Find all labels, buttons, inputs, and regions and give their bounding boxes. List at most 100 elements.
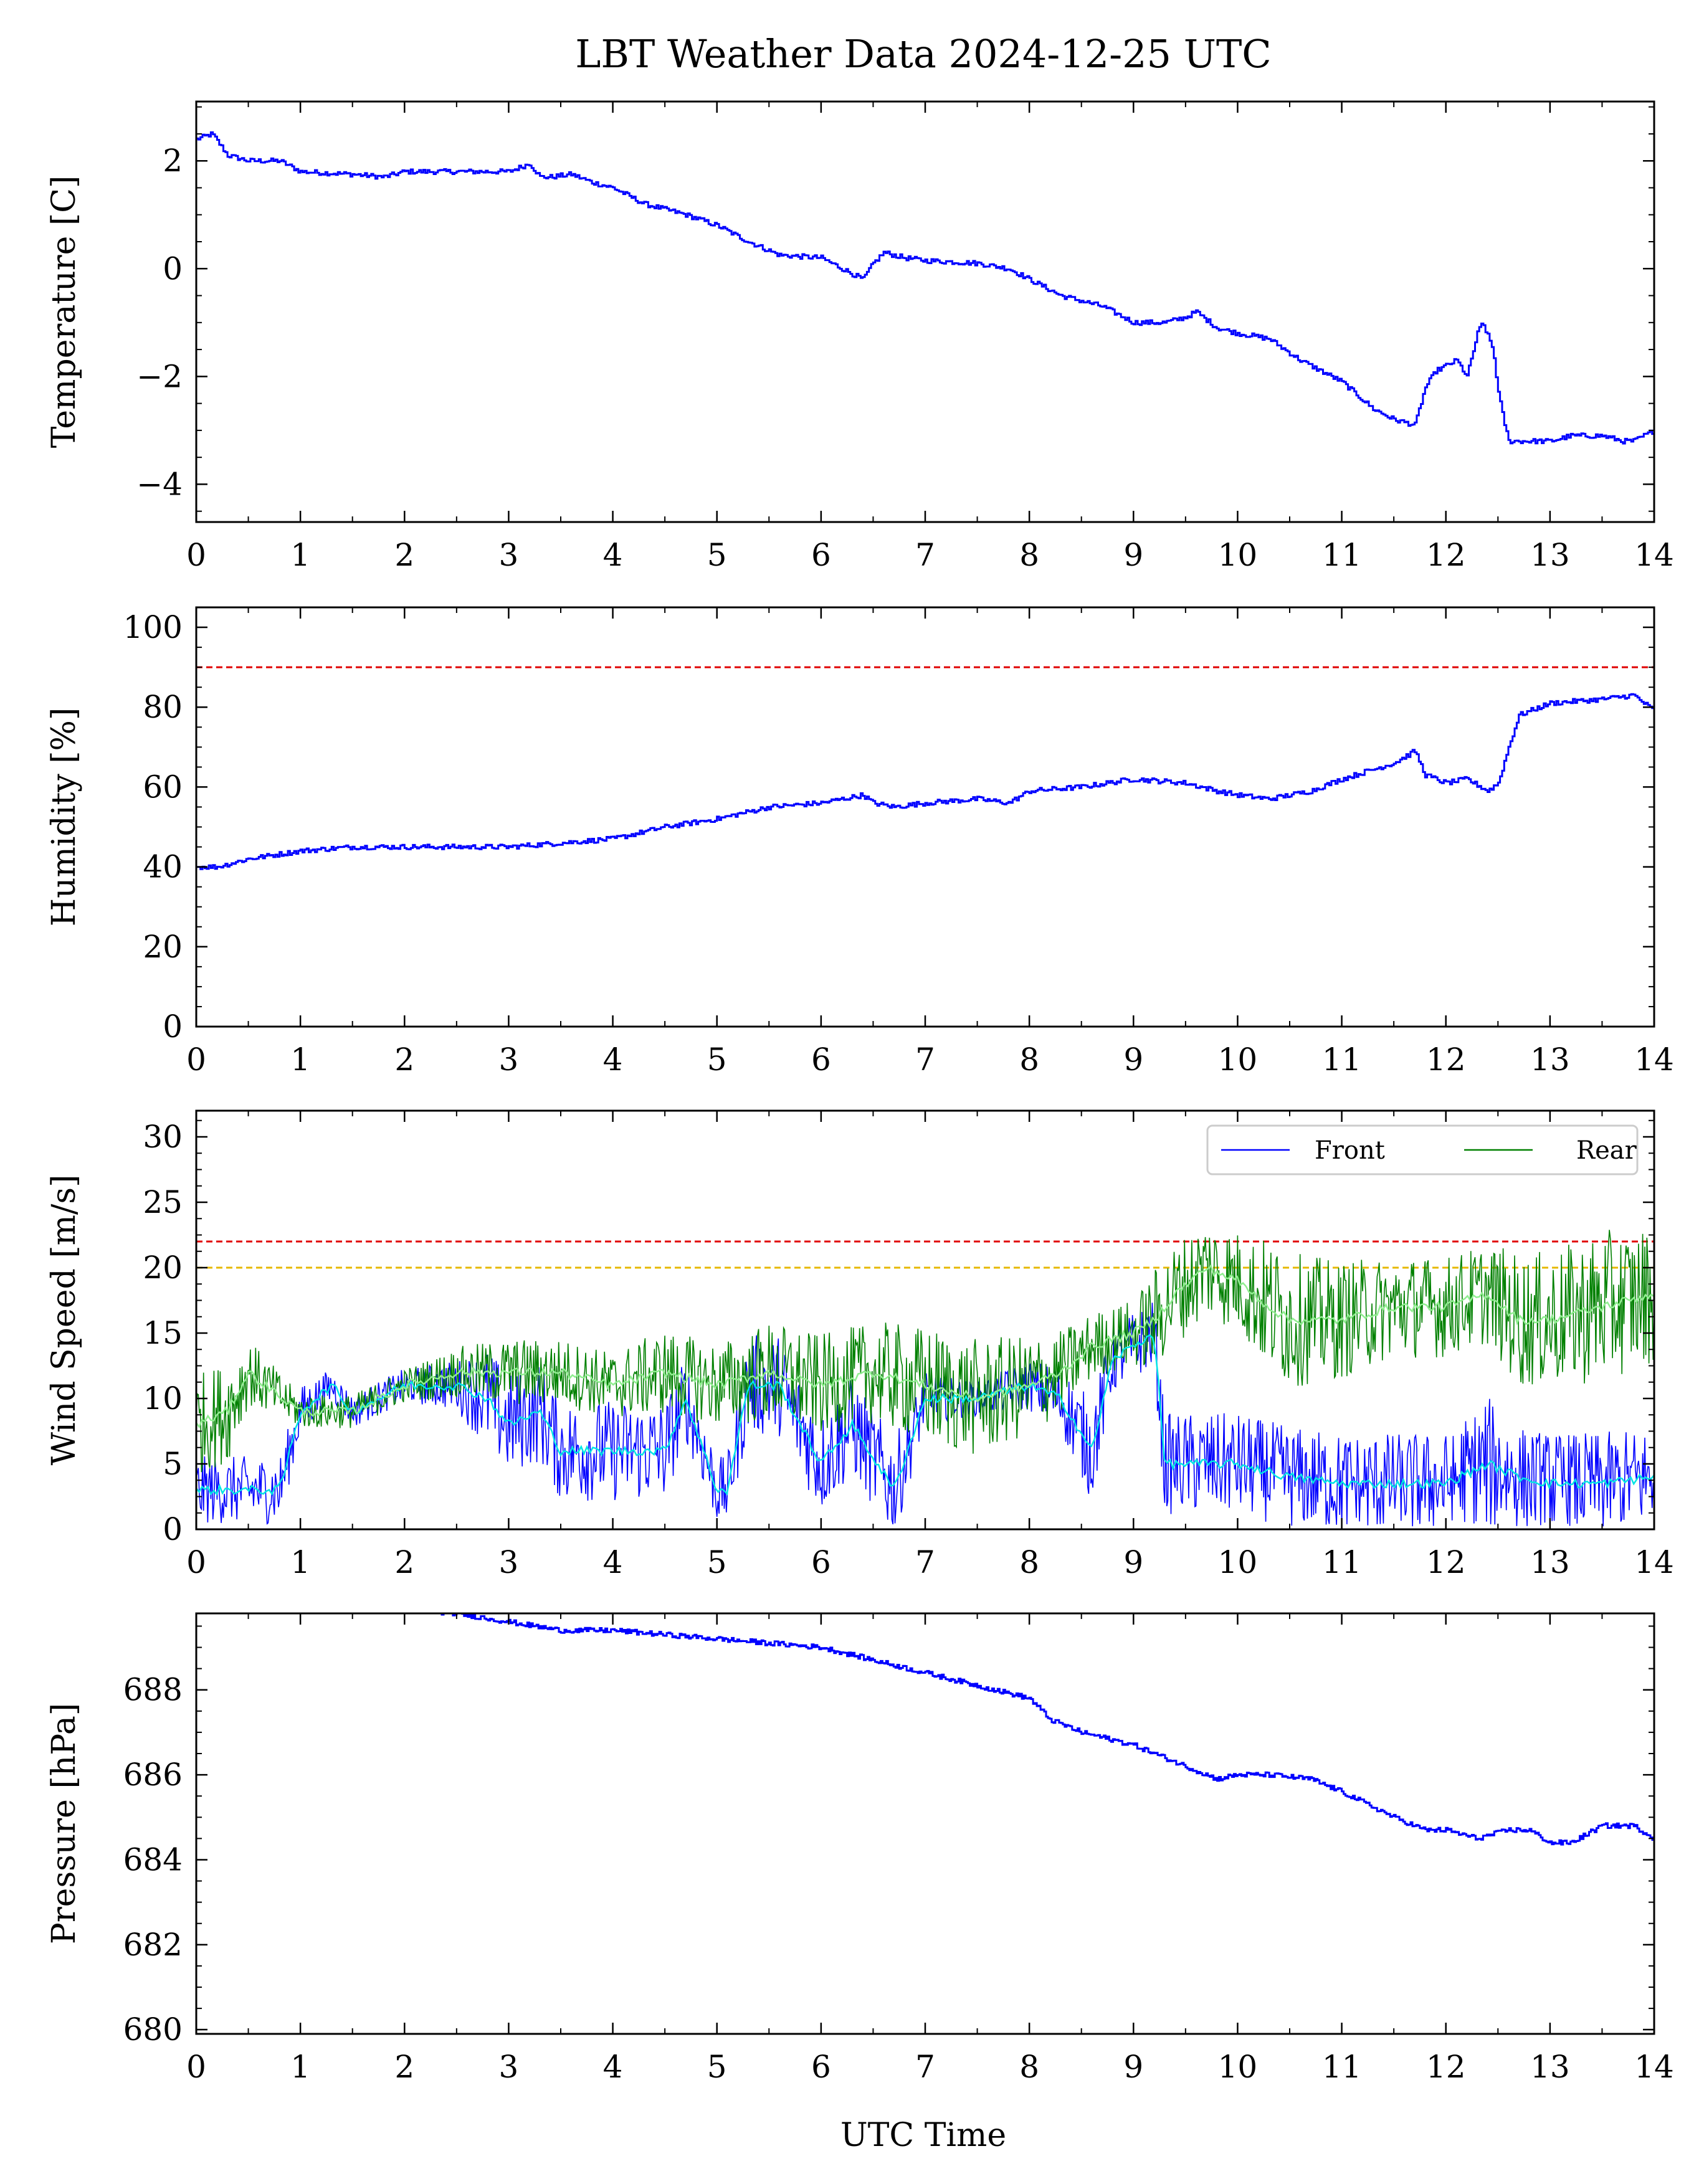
temperature-x-tick-label: 14 (1634, 537, 1674, 573)
pressure-axes-frame (195, 1612, 1655, 2035)
temperature-axes-frame (195, 100, 1655, 523)
pressure-x-tick-label: 8 (1019, 2049, 1039, 2085)
humidity-axes-frame (195, 606, 1655, 1028)
temperature-x-tick-label: 3 (499, 537, 519, 573)
pressure-x-tick-label: 12 (1426, 2049, 1466, 2085)
wind-speed-x-tick-label: 11 (1322, 1544, 1362, 1580)
temperature-x-tick-label: 9 (1123, 537, 1143, 573)
temperature-x-tick-label: 10 (1218, 537, 1258, 573)
pressure-series-line (427, 1613, 1654, 1846)
temperature-x-tick-label: 5 (707, 537, 727, 573)
wind-speed-x-tick-label: 8 (1019, 1544, 1039, 1580)
humidity-y-tick-label: 20 (143, 929, 183, 965)
humidity-x-tick-label: 2 (394, 1042, 414, 1078)
wind-speed-rolling-average-0 (196, 1334, 1654, 1496)
humidity-y-tick-label: 60 (143, 769, 183, 805)
pressure-x-tick-label: 2 (394, 2049, 414, 2085)
humidity-x-tick-label: 6 (811, 1042, 831, 1078)
humidity-x-tick-label: 11 (1322, 1042, 1362, 1078)
pressure-x-tick-label: 9 (1123, 2049, 1143, 2085)
humidity-x-tick-label: 14 (1634, 1042, 1674, 1078)
wind-speed-y-tick-label: 20 (143, 1250, 183, 1286)
humidity-panel: 0 1 2 3 4 5 6 7 8 9 10 11 12 13 14020406080100Humidity… (45, 606, 1674, 1078)
wind-speed-y-tick-label: 15 (143, 1315, 183, 1351)
pressure-x-tick-label: 14 (1634, 2049, 1674, 2085)
wind-speed-x-tick-label: 5 (707, 1544, 727, 1580)
humidity-y-tick-label: 40 (143, 849, 183, 885)
temperature-x-tick-label: 8 (1019, 537, 1039, 573)
temperature-y-tick-label: 2 (163, 143, 183, 179)
pressure-y-tick-label: 682 (123, 1927, 183, 1963)
wind-speed-series-rear (196, 1230, 1654, 1473)
pressure-x-tick-label: 6 (811, 2049, 831, 2085)
wind-speed-x-tick-label: 10 (1218, 1544, 1258, 1580)
temperature-x-tick-label: 13 (1530, 537, 1570, 573)
temperature-x-tick-label: 4 (603, 537, 623, 573)
humidity-y-tick-label: 0 (163, 1009, 183, 1045)
temperature-data (196, 131, 1654, 445)
temperature-x-tick-label: 11 (1322, 537, 1362, 573)
pressure-y-tick-label: 684 (123, 1841, 183, 1878)
temperature-y-axis-label: Temperature [C] (45, 176, 83, 449)
wind-speed-x-tick-label: 3 (499, 1544, 519, 1580)
humidity-x-tick-label: 0 (186, 1042, 206, 1078)
pressure-x-tick-label: 11 (1322, 2049, 1362, 2085)
temperature-x-tick-label: 7 (915, 537, 935, 573)
wind-speed-y-axis-label: Wind Speed [m/s] (45, 1175, 83, 1466)
wind-speed-data (196, 1230, 1654, 1527)
temperature-series-line (196, 131, 1654, 445)
wind-speed-x-tick-label: 12 (1426, 1544, 1466, 1580)
temperature-y-tick-label: 0 (163, 250, 183, 287)
humidity-x-tick-label: 12 (1426, 1042, 1466, 1078)
pressure-data (427, 1613, 1654, 1846)
wind-speed-y-tick-label: 30 (143, 1119, 183, 1155)
pressure-y-tick-label: 686 (123, 1757, 183, 1793)
temperature-x-tick-label: 6 (811, 537, 831, 573)
humidity-x-tick-label: 4 (603, 1042, 623, 1078)
wind-speed-x-tick-label: 6 (811, 1544, 831, 1580)
temperature-y-tick-label: −2 (136, 358, 183, 394)
wind-speed-y-tick-label: 0 (163, 1511, 183, 1547)
humidity-data (196, 666, 1654, 870)
pressure-x-tick-label: 1 (290, 2049, 310, 2085)
pressure-panel: 0 1 2 3 4 5 6 7 8 9 10 11 12 13 14680682684686688Press… (45, 1612, 1674, 2085)
pressure-x-tick-label: 7 (915, 2049, 935, 2085)
legend-box (1206, 1124, 1639, 1175)
pressure-y-tick-label: 680 (123, 2011, 183, 2048)
humidity-x-tick-label: 10 (1218, 1042, 1258, 1078)
pressure-x-tick-label: 5 (707, 2049, 727, 2085)
temperature-x-tick-label: 2 (394, 537, 414, 573)
humidity-x-tick-label: 5 (707, 1042, 727, 1078)
humidity-x-tick-label: 13 (1530, 1042, 1570, 1078)
wind-speed-x-tick-label: 14 (1634, 1544, 1674, 1580)
x-axis-label: UTC Time (840, 2117, 1006, 2154)
humidity-y-axis-label: Humidity [%] (45, 708, 83, 926)
wind-speed-x-tick-label: 13 (1530, 1544, 1570, 1580)
humidity-y-tick-label: 100 (123, 609, 183, 645)
humidity-x-tick-label: 9 (1123, 1042, 1143, 1078)
legend-label-rear: Rear (1576, 1136, 1637, 1165)
wind-speed-x-tick-label: 4 (603, 1544, 623, 1580)
wind-speed-x-tick-label: 2 (394, 1544, 414, 1580)
pressure-y-axis-label: Pressure [hPa] (45, 1703, 83, 1944)
temperature-x-tick-label: 0 (186, 537, 206, 573)
humidity-y-tick-label: 80 (143, 689, 183, 725)
temperature-x-tick-label: 12 (1426, 537, 1466, 573)
humidity-x-tick-label: 8 (1019, 1042, 1039, 1078)
humidity-x-tick-label: 1 (290, 1042, 310, 1078)
pressure-x-tick-label: 13 (1530, 2049, 1570, 2085)
wind-speed-y-tick-label: 5 (163, 1446, 183, 1482)
pressure-x-tick-label: 0 (186, 2049, 206, 2085)
pressure-x-tick-label: 3 (499, 2049, 519, 2085)
wind-speed-y-tick-label: 10 (143, 1380, 183, 1417)
pressure-x-tick-label: 10 (1218, 2049, 1258, 2085)
wind-speed-x-tick-label: 1 (290, 1544, 310, 1580)
wind-speed-series-front (196, 1303, 1654, 1527)
humidity-x-tick-label: 3 (499, 1042, 519, 1078)
pressure-x-tick-label: 4 (603, 2049, 623, 2085)
humidity-x-tick-label: 7 (915, 1042, 935, 1078)
legend-label-front: Front (1315, 1136, 1385, 1165)
wind-speed-x-tick-label: 0 (186, 1544, 206, 1580)
wind-speed-x-tick-label: 7 (915, 1544, 935, 1580)
